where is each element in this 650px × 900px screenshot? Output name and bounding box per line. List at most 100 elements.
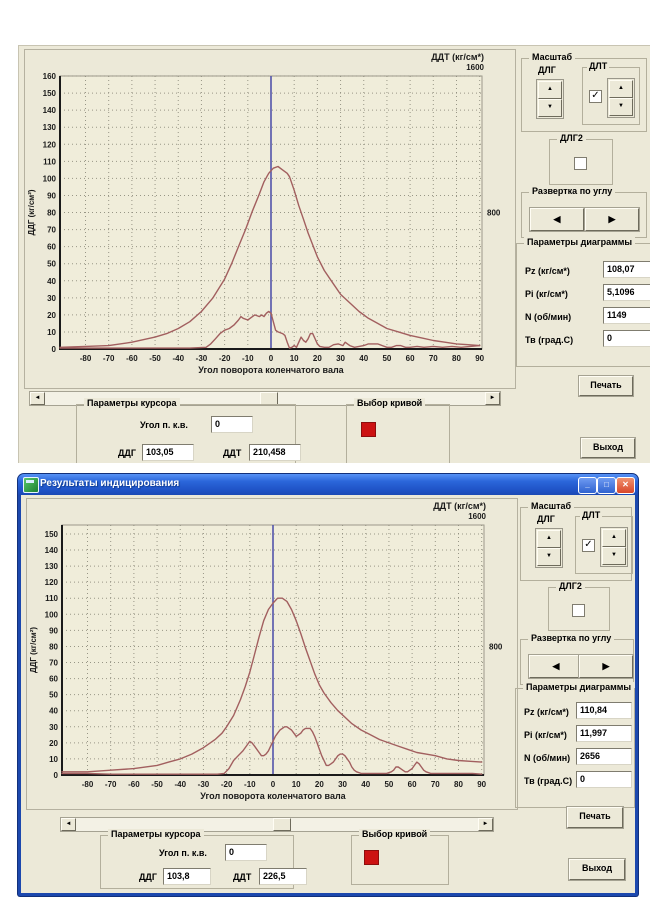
ddg-value[interactable]: 103,8 <box>163 868 211 885</box>
maximize-button[interactable]: □ <box>597 477 616 494</box>
ddg-label: ДДГ <box>118 448 136 458</box>
spin-down-icon[interactable]: ▼ <box>537 548 561 566</box>
ddt-label: ДДТ <box>223 448 242 458</box>
window-client-area: 0 10 20 30 40 50 60 70 80 90 100 110 120 130 140 150 -80… <box>21 495 635 893</box>
svg-text:40: 40 <box>359 354 368 363</box>
curve-color-swatch[interactable] <box>361 422 376 437</box>
svg-text:-80: -80 <box>80 354 92 363</box>
exit-button[interactable]: Выход <box>569 859 625 880</box>
spin-up-icon[interactable]: ▲ <box>538 81 562 99</box>
exit-button[interactable]: Выход <box>581 438 635 458</box>
scroll-left-icon[interactable]: ◄ <box>61 818 76 831</box>
pi-value[interactable]: 5,1096 <box>603 284 650 301</box>
svg-text:90: 90 <box>47 191 56 200</box>
angle-input[interactable]: 0 <box>225 844 267 861</box>
svg-text:1600: 1600 <box>466 63 484 72</box>
svg-text:90: 90 <box>477 780 486 789</box>
angle-label: Угол п. к.в. <box>159 848 207 858</box>
scale-ddt-label: ДЛТ <box>580 510 603 520</box>
svg-text:ДДТ (кг/см*): ДДТ (кг/см*) <box>431 52 484 62</box>
pz-label: Pz (кг/см*) <box>524 707 569 717</box>
svg-text:Угол поворота коленчатого вала: Угол поворота коленчатого вала <box>200 791 346 801</box>
svg-text:150: 150 <box>45 530 59 539</box>
spin-up-icon[interactable]: ▲ <box>609 80 633 98</box>
angle-input[interactable]: 0 <box>211 416 253 433</box>
sweep-right-button[interactable]: ▶ <box>585 208 639 231</box>
svg-text:150: 150 <box>43 89 57 98</box>
svg-text:140: 140 <box>45 546 59 555</box>
svg-text:60: 60 <box>47 243 56 252</box>
svg-text:80: 80 <box>49 642 58 651</box>
svg-text:70: 70 <box>49 659 58 668</box>
svg-text:60: 60 <box>408 780 417 789</box>
pressure-chart-1[interactable]: 0102030405060708090100110120130140150160… <box>24 49 516 389</box>
spin-up-icon[interactable]: ▲ <box>537 530 561 548</box>
svg-text:50: 50 <box>382 354 391 363</box>
svg-text:50: 50 <box>47 260 56 269</box>
svg-text:-50: -50 <box>151 780 163 789</box>
pi-value[interactable]: 11,997 <box>576 725 632 742</box>
svg-text:70: 70 <box>47 226 56 235</box>
titlebar[interactable]: Результаты индицирования _ □ ✕ <box>18 474 638 495</box>
svg-text:30: 30 <box>338 780 347 789</box>
scale-ddg-label: ДЛГ <box>537 514 555 524</box>
ddg2-title: ДЛГ2 <box>556 581 585 591</box>
spin-down-icon[interactable]: ▼ <box>538 99 562 117</box>
spin-down-icon[interactable]: ▼ <box>609 98 633 116</box>
svg-text:10: 10 <box>290 354 299 363</box>
curve-select-group: Выбор кривой <box>346 398 450 463</box>
svg-text:130: 130 <box>43 123 57 132</box>
svg-text:-20: -20 <box>219 354 231 363</box>
svg-text:120: 120 <box>43 140 57 149</box>
n-value[interactable]: 2656 <box>576 748 632 765</box>
svg-text:40: 40 <box>361 780 370 789</box>
cursor-params-title: Параметры курсора <box>108 829 204 839</box>
print-button[interactable]: Печать <box>579 376 633 396</box>
ddt-checkbox[interactable]: ✓ <box>589 90 602 103</box>
svg-text:-80: -80 <box>82 780 94 789</box>
sweep-left-button[interactable]: ◀ <box>530 208 584 231</box>
svg-text:90: 90 <box>475 354 484 363</box>
chart-horizontal-scrollbar[interactable]: ◄ ► <box>60 817 494 832</box>
pressure-chart-2[interactable]: 0102030405060708090100110120130140150-80… <box>26 498 518 810</box>
scrollbar-thumb[interactable] <box>272 818 291 831</box>
sweep-group: Развертка по углу ◀ ▶ <box>521 186 647 238</box>
spin-down-icon[interactable]: ▼ <box>602 547 626 565</box>
diagram-params-title: Параметры диаграммы <box>524 237 636 247</box>
svg-text:60: 60 <box>49 675 58 684</box>
scale-title: Масштаб <box>529 52 576 62</box>
tv-value[interactable]: 0 <box>576 771 632 788</box>
ddt-value[interactable]: 210,458 <box>249 444 301 461</box>
minimize-button[interactable]: _ <box>578 477 597 494</box>
scale-ddg-label: ДЛГ <box>538 65 556 75</box>
pz-value[interactable]: 110,84 <box>576 702 632 719</box>
print-button[interactable]: Печать <box>567 807 623 828</box>
cursor-params-title: Параметры курсора <box>84 398 180 408</box>
ddg2-checkbox[interactable] <box>572 604 585 617</box>
tv-value[interactable]: 0 <box>603 330 650 347</box>
scroll-right-icon[interactable]: ► <box>485 392 500 405</box>
sweep-left-button[interactable]: ◀ <box>529 655 583 678</box>
svg-text:110: 110 <box>43 157 56 166</box>
svg-text:0: 0 <box>269 354 274 363</box>
svg-text:70: 70 <box>429 354 438 363</box>
svg-text:30: 30 <box>49 723 58 732</box>
spin-up-icon[interactable]: ▲ <box>602 529 626 547</box>
ddg2-checkbox[interactable] <box>574 157 587 170</box>
ddg-value[interactable]: 103,05 <box>142 444 194 461</box>
sweep-title: Развертка по углу <box>528 633 615 643</box>
svg-text:-70: -70 <box>105 780 117 789</box>
ddt-label: ДДТ <box>233 872 252 882</box>
curve-color-swatch[interactable] <box>364 850 379 865</box>
ddt-checkbox[interactable]: ✓ <box>582 539 595 552</box>
pi-label: Pi (кг/см*) <box>525 289 568 299</box>
scroll-right-icon[interactable]: ► <box>478 818 493 831</box>
scroll-left-icon[interactable]: ◄ <box>30 392 45 405</box>
n-value[interactable]: 1149 <box>603 307 650 324</box>
sweep-right-button[interactable]: ▶ <box>579 655 633 678</box>
ddg2-group: ДЛГ2 <box>549 133 613 185</box>
scale-title: Масштаб <box>528 501 575 511</box>
close-button[interactable]: ✕ <box>616 477 635 494</box>
pz-value[interactable]: 108,07 <box>603 261 650 278</box>
ddt-value[interactable]: 226,5 <box>259 868 307 885</box>
